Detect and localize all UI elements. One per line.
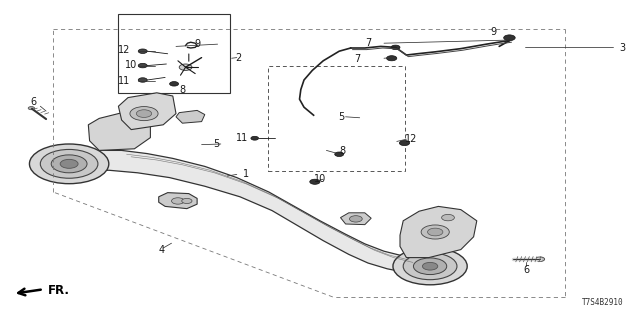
Text: 2: 2 <box>236 52 242 63</box>
Text: 9: 9 <box>194 39 200 49</box>
Circle shape <box>138 49 147 53</box>
Circle shape <box>172 198 184 204</box>
Polygon shape <box>159 193 197 209</box>
Circle shape <box>349 216 362 222</box>
Circle shape <box>251 136 259 140</box>
Circle shape <box>51 155 87 173</box>
Circle shape <box>130 107 158 121</box>
Text: 7: 7 <box>365 38 371 48</box>
Text: 5: 5 <box>213 139 220 149</box>
Text: 8: 8 <box>339 146 346 156</box>
Circle shape <box>138 78 147 82</box>
Circle shape <box>391 45 400 50</box>
Text: 6: 6 <box>523 265 529 276</box>
Circle shape <box>60 159 78 168</box>
Text: 9: 9 <box>490 27 497 37</box>
Circle shape <box>413 258 447 275</box>
Circle shape <box>399 140 410 146</box>
Text: 6: 6 <box>30 97 36 108</box>
Circle shape <box>393 248 467 285</box>
Circle shape <box>335 152 344 156</box>
Circle shape <box>182 198 192 204</box>
Circle shape <box>504 35 515 41</box>
Circle shape <box>136 110 152 117</box>
Text: 8: 8 <box>179 85 186 95</box>
Text: 11: 11 <box>236 132 248 143</box>
Circle shape <box>442 214 454 221</box>
Text: 4: 4 <box>159 244 165 255</box>
Circle shape <box>179 64 192 70</box>
Polygon shape <box>340 213 371 225</box>
Text: 10: 10 <box>125 60 137 70</box>
Text: 1: 1 <box>243 169 249 180</box>
Text: 7: 7 <box>355 54 361 64</box>
Circle shape <box>29 144 109 184</box>
Text: FR.: FR. <box>48 284 70 297</box>
Bar <box>118 14 230 93</box>
Polygon shape <box>83 150 406 273</box>
Text: 11: 11 <box>118 76 131 86</box>
Circle shape <box>421 225 449 239</box>
Circle shape <box>170 82 179 86</box>
Text: 10: 10 <box>314 174 326 184</box>
Circle shape <box>138 63 147 68</box>
Circle shape <box>310 179 320 184</box>
Circle shape <box>40 149 98 178</box>
Text: 5: 5 <box>338 112 344 122</box>
Polygon shape <box>400 206 477 258</box>
Circle shape <box>403 253 457 280</box>
Circle shape <box>28 107 35 110</box>
Circle shape <box>536 257 545 261</box>
Polygon shape <box>176 110 205 123</box>
Circle shape <box>387 56 397 61</box>
Polygon shape <box>118 93 176 130</box>
Polygon shape <box>88 112 150 150</box>
Text: T7S4B2910: T7S4B2910 <box>582 298 624 307</box>
Text: 3: 3 <box>620 43 626 53</box>
Text: 12: 12 <box>404 134 417 144</box>
Text: 12: 12 <box>118 44 131 55</box>
Bar <box>268 66 405 171</box>
Circle shape <box>422 262 438 270</box>
Circle shape <box>428 228 443 236</box>
